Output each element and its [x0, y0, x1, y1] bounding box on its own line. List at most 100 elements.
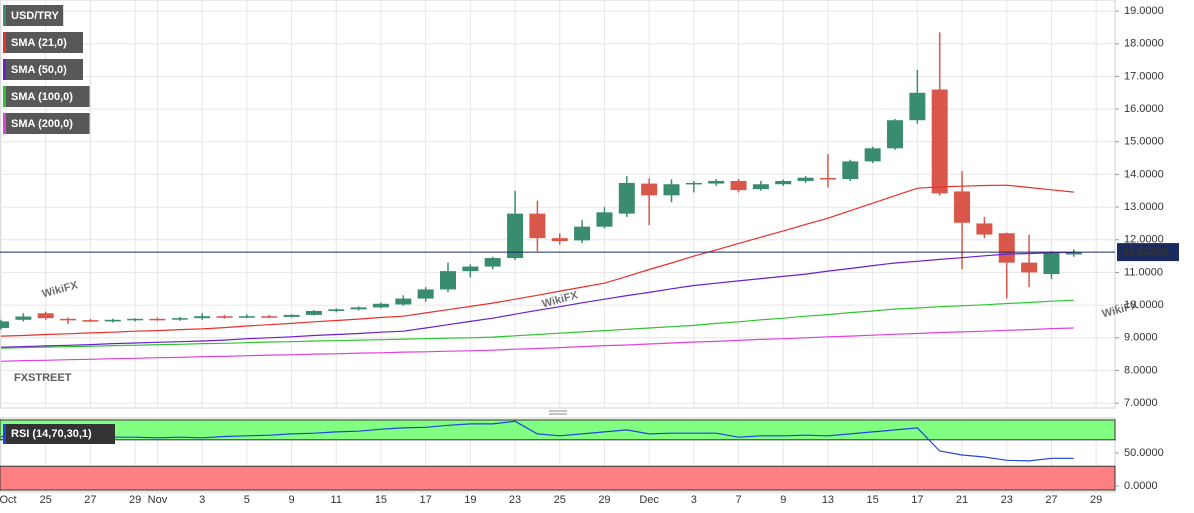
candle-body: [641, 183, 658, 196]
line: [0, 420, 1074, 462]
legend-box: [3, 59, 83, 80]
x-tick-label: 19: [464, 494, 476, 506]
candle-body: [976, 223, 993, 235]
candle-body: [0, 321, 9, 328]
candle-body: [440, 271, 456, 290]
y-tick-label: 18.0000: [1124, 38, 1164, 50]
x-tick-label: 9: [288, 494, 294, 506]
legend-box: [3, 5, 64, 26]
candle-body: [104, 319, 121, 322]
candle-body: [395, 298, 412, 305]
candle-body: [618, 182, 635, 214]
x-tick-label: 25: [40, 494, 52, 506]
candle-body: [730, 180, 747, 191]
legend-label: SMA (21,0): [11, 37, 67, 49]
legend-label: SMA (200,0): [11, 118, 73, 130]
panel-grip: [549, 410, 567, 415]
x-tick-label: 3: [199, 494, 205, 506]
legend-label: RSI (14,70,30,1): [11, 428, 92, 440]
candle-body: [127, 318, 144, 321]
candle-body: [60, 318, 77, 321]
legend-label: SMA (100,0): [11, 91, 73, 103]
candle-body: [372, 303, 389, 308]
y-tick-label: 17.0000: [1124, 70, 1164, 82]
last-price-label: 11.62260: [1123, 246, 1168, 258]
candle-body: [909, 92, 926, 121]
candle-body: [82, 320, 99, 322]
candle-body: [797, 177, 814, 181]
candle-body: [194, 316, 211, 319]
candle-body: [529, 213, 546, 239]
candle-body: [1021, 262, 1038, 273]
x-tick-label: 7: [735, 494, 741, 506]
y-tick-label: 16.0000: [1124, 103, 1164, 115]
x-tick-label: 17: [420, 494, 432, 506]
candle-body: [842, 161, 859, 180]
candle-body: [328, 309, 345, 311]
legend-swatch: [3, 86, 6, 107]
legend-label: SMA (50,0): [11, 64, 67, 76]
legend-box: [3, 113, 90, 134]
y-tick-label: 10.0000: [1124, 299, 1164, 311]
candle-body: [864, 148, 881, 162]
candle-body: [551, 238, 568, 242]
legend-swatch: [3, 59, 6, 80]
candle-body: [998, 233, 1015, 263]
candle-body: [663, 184, 680, 196]
candle-body: [350, 307, 367, 310]
y-tick-label: 19.0000: [1124, 5, 1164, 17]
candle-body: [574, 226, 591, 241]
x-tick-label: 29: [598, 494, 610, 506]
candle-body: [15, 316, 32, 320]
candle-body: [216, 316, 233, 318]
x-tick-label: 23: [1001, 494, 1013, 506]
x-tick-label: Oct: [0, 494, 17, 506]
candle-body: [37, 313, 54, 319]
legend-box: [3, 424, 115, 444]
y-tick-label: 0.0000: [1124, 480, 1158, 492]
x-tick-label: 29: [129, 494, 141, 506]
y-tick-label: 8.0000: [1124, 364, 1158, 376]
candle-body: [261, 316, 278, 318]
y-tick-label: 13.0000: [1124, 201, 1164, 213]
x-tick-label: Nov: [148, 494, 168, 506]
band: [0, 419, 1116, 441]
x-tick-label: 9: [780, 494, 786, 506]
line: [0, 299, 1074, 349]
legend-swatch: [3, 32, 6, 53]
candle-body: [775, 180, 792, 185]
legend-swatch: [3, 424, 6, 444]
candle-body: [283, 314, 300, 317]
line: [0, 327, 1074, 362]
logo: FXSTREET: [14, 372, 72, 384]
candle-body: [819, 178, 836, 180]
x-tick-label: 21: [956, 494, 968, 506]
candle-body: [954, 191, 971, 223]
price-panel: [0, 0, 1116, 409]
legend-swatch: [3, 113, 6, 134]
candle-body: [752, 184, 769, 190]
candle-body: [171, 318, 188, 320]
candle-body: [417, 289, 434, 299]
y-tick-label: 14.0000: [1124, 168, 1164, 180]
candle-body: [931, 89, 948, 194]
x-tick-label: 23: [509, 494, 521, 506]
x-tick-label: 15: [375, 494, 387, 506]
x-tick-label: 15: [867, 494, 879, 506]
x-tick-label: 5: [244, 494, 250, 506]
y-tick-label: 15.0000: [1124, 136, 1164, 148]
candle-body: [1043, 252, 1060, 275]
band: [0, 465, 1116, 491]
x-tick-label: Dec: [639, 494, 659, 506]
x-tick-label: 3: [691, 494, 697, 506]
candle-body: [887, 120, 903, 149]
candle-body: [149, 318, 166, 321]
candle-body: [238, 316, 255, 318]
x-tick-label: 27: [1045, 494, 1057, 506]
x-tick-label: 27: [84, 494, 96, 506]
line: [0, 184, 1074, 337]
candle-body: [596, 212, 613, 227]
candle-body: [708, 180, 725, 184]
line: [0, 251, 1074, 348]
